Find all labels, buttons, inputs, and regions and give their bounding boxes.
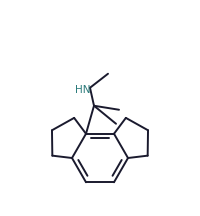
- Text: HN: HN: [75, 85, 91, 95]
